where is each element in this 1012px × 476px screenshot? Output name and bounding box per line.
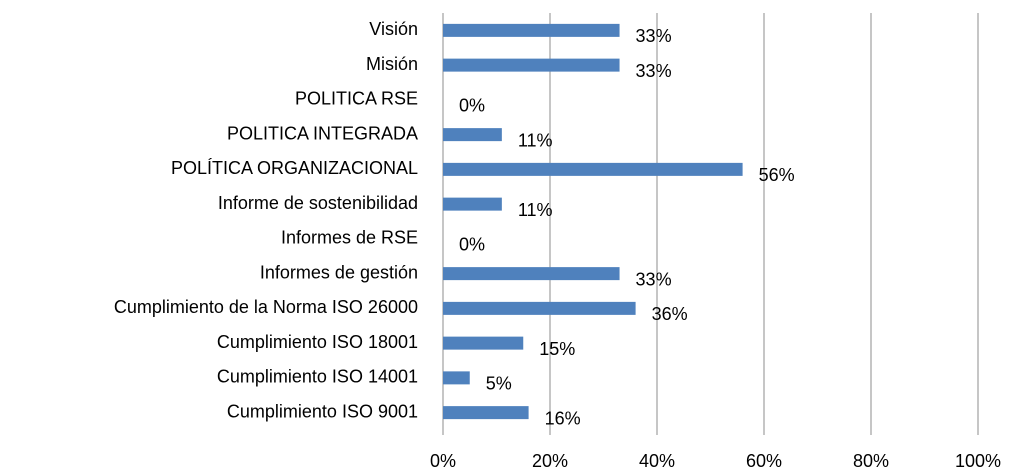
data-label: 33% xyxy=(636,269,672,289)
data-label: 11% xyxy=(518,200,553,220)
y-tick-label: Cumplimiento ISO 18001 xyxy=(217,332,418,352)
y-tick-label: Informes de RSE xyxy=(281,228,418,248)
bar xyxy=(443,371,470,385)
y-tick-label: POLÍTICA ORGANIZACIONAL xyxy=(171,158,418,178)
data-label: 36% xyxy=(652,304,688,324)
y-tick-label: Misión xyxy=(366,54,418,74)
data-label: 16% xyxy=(545,408,581,428)
bar xyxy=(443,128,502,142)
y-tick-label: POLITICA RSE xyxy=(295,89,418,109)
bar xyxy=(443,406,529,420)
x-tick-label: 0% xyxy=(430,451,456,471)
bar xyxy=(443,267,620,281)
bar xyxy=(443,162,743,176)
x-tick-label: 100% xyxy=(955,451,1001,471)
y-tick-label: Informes de gestión xyxy=(260,262,418,282)
x-tick-label: 20% xyxy=(532,451,568,471)
data-label: 15% xyxy=(539,339,575,359)
x-tick-label: 40% xyxy=(639,451,675,471)
x-tick-label: 80% xyxy=(853,451,889,471)
bar xyxy=(443,336,524,350)
data-label: 0% xyxy=(459,235,485,255)
data-label: 33% xyxy=(636,26,672,46)
y-tick-label: Visión xyxy=(369,19,418,39)
data-label: 33% xyxy=(636,61,672,81)
y-tick-label: POLITICA INTEGRADA xyxy=(227,123,418,143)
data-label: 56% xyxy=(759,165,795,185)
bar xyxy=(443,197,502,211)
y-tick-label: Cumplimiento de la Norma ISO 26000 xyxy=(114,297,418,317)
y-tick-label: Informe de sostenibilidad xyxy=(218,193,418,213)
x-tick-label: 60% xyxy=(746,451,782,471)
data-label: 11% xyxy=(518,130,553,150)
data-label: 5% xyxy=(486,374,512,394)
bar xyxy=(443,301,636,315)
data-label: 0% xyxy=(459,96,485,116)
bar xyxy=(443,58,620,72)
y-tick-label: Cumplimiento ISO 9001 xyxy=(227,401,418,421)
y-tick-label: Cumplimiento ISO 14001 xyxy=(217,367,418,387)
bar xyxy=(443,23,620,37)
